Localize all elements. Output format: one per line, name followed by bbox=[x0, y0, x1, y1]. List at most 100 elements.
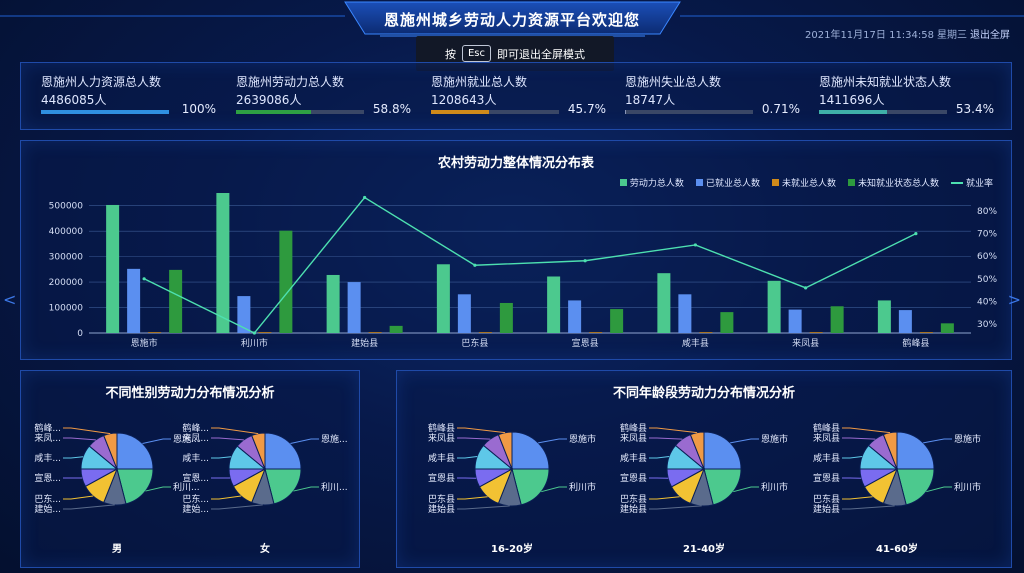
bar[interactable] bbox=[169, 269, 183, 333]
line-point[interactable] bbox=[804, 286, 808, 290]
bar[interactable] bbox=[568, 300, 582, 333]
employment-rate-line bbox=[143, 196, 917, 334]
y-tick-label: 300000 bbox=[49, 253, 84, 263]
line-point[interactable] bbox=[914, 232, 918, 236]
bar[interactable] bbox=[940, 323, 954, 333]
pie-slice-label: 宣恩... bbox=[182, 472, 209, 484]
gender-chart-panel: 不同性别劳动力分布情况分析 恩施... 利川... 建始... 巴东... 宣恩... 咸… bbox=[20, 370, 360, 568]
next-page-arrow-icon[interactable]: > bbox=[1007, 290, 1021, 309]
pie-label-line bbox=[649, 437, 683, 440]
pie-slice[interactable] bbox=[511, 431, 550, 470]
legend-item[interactable]: 未就业总人数 bbox=[771, 176, 836, 189]
legend-swatch bbox=[619, 179, 627, 186]
bar[interactable] bbox=[279, 230, 293, 333]
pie-slice[interactable] bbox=[264, 432, 302, 470]
line-point[interactable] bbox=[583, 259, 587, 263]
pie-slice-label: 巴东... bbox=[34, 493, 61, 505]
bar[interactable] bbox=[919, 332, 933, 333]
esc-key-badge: Esc bbox=[461, 45, 492, 62]
stat-progress-fill bbox=[41, 110, 169, 114]
legend-item[interactable]: 未知就业状态总人数 bbox=[847, 176, 939, 189]
pie-slice[interactable] bbox=[896, 431, 935, 470]
bar[interactable] bbox=[347, 282, 361, 333]
pie-slice[interactable] bbox=[251, 432, 266, 470]
stat-progress-fill bbox=[625, 110, 626, 114]
line-point[interactable] bbox=[473, 263, 477, 267]
line-point[interactable] bbox=[693, 243, 697, 247]
pie-label-line bbox=[923, 438, 952, 444]
bar[interactable] bbox=[148, 332, 162, 333]
pie-slice-label: 建始县 bbox=[813, 503, 840, 515]
pie-slice-label: 咸丰县 bbox=[428, 452, 455, 464]
stat-count: 2639086人 bbox=[236, 93, 302, 107]
stat-percent: 45.7% bbox=[567, 102, 606, 116]
datetime-text: 2021年11月17日 11:34:58 bbox=[805, 30, 934, 41]
bar[interactable] bbox=[216, 193, 230, 333]
legend-item[interactable]: 就业率 bbox=[950, 176, 993, 189]
pie-label-line bbox=[842, 427, 891, 434]
stat-progress-fill bbox=[819, 110, 888, 114]
x-tick-label: 来凤县 bbox=[792, 338, 819, 349]
line-point[interactable] bbox=[252, 331, 256, 335]
bar[interactable] bbox=[547, 276, 561, 333]
pie-slice-label: 利川... bbox=[173, 481, 200, 493]
bar[interactable] bbox=[106, 204, 120, 333]
pie-caption: 21-40岁 bbox=[683, 542, 725, 555]
pie-label-line bbox=[538, 438, 567, 444]
pie-slice-label: 利川市 bbox=[954, 481, 981, 493]
pie-slice-label: 建始县 bbox=[428, 503, 455, 515]
bar[interactable] bbox=[258, 332, 272, 333]
legend-item[interactable]: 劳动力总人数 bbox=[619, 176, 684, 189]
bar[interactable] bbox=[809, 332, 823, 333]
main-chart-title: 农村劳动力整体情况分布表 bbox=[437, 156, 594, 171]
bar[interactable] bbox=[389, 325, 403, 333]
pie-slice-label: 鹤峰县 bbox=[620, 422, 647, 434]
pie-label-line bbox=[211, 495, 242, 500]
pie-slice[interactable] bbox=[703, 431, 742, 470]
stat-progress-bar bbox=[625, 110, 753, 114]
bar[interactable] bbox=[368, 332, 382, 333]
pie-slice-label: 来凤县 bbox=[813, 433, 840, 444]
bar[interactable] bbox=[699, 332, 713, 333]
pie-slice-label: 鹤峰县 bbox=[813, 422, 840, 434]
bar[interactable] bbox=[788, 309, 802, 333]
bar[interactable] bbox=[499, 302, 513, 333]
line-point[interactable] bbox=[142, 277, 146, 281]
stat-count: 1208643人 bbox=[431, 93, 497, 107]
pie-slice-label: 恩施... bbox=[321, 433, 348, 445]
pie-label-line bbox=[842, 455, 863, 459]
bar[interactable] bbox=[767, 280, 781, 333]
bar[interactable] bbox=[678, 294, 692, 333]
pie-label-line bbox=[63, 456, 84, 459]
stat-labor-force: 恩施州劳动力总人数 2639086人 58.8% bbox=[236, 73, 411, 116]
bar[interactable] bbox=[589, 332, 603, 333]
bar[interactable] bbox=[436, 264, 450, 333]
line-point[interactable] bbox=[363, 195, 367, 200]
bar[interactable] bbox=[127, 268, 141, 333]
pie-slice-label: 利川市 bbox=[569, 481, 596, 493]
legend-item[interactable]: 已就业总人数 bbox=[695, 176, 760, 189]
age-pies-svg: 恩施市利川市建始县巴东县宣恩县咸丰县来凤县鹤峰县16-20岁恩施市利川市建始县巴… bbox=[428, 422, 981, 555]
y-tick-label: 200000 bbox=[49, 278, 84, 288]
bar[interactable] bbox=[610, 309, 624, 333]
bar[interactable] bbox=[478, 332, 492, 333]
bar[interactable] bbox=[720, 312, 734, 333]
bar[interactable] bbox=[877, 300, 891, 333]
bar[interactable] bbox=[830, 306, 844, 333]
pie-label-line bbox=[145, 486, 171, 492]
bar[interactable] bbox=[898, 310, 912, 333]
main-chart-panel: 农村劳动力整体情况分布表 劳动力总人数 已就业总人数 未就业总人数 未知就业状态… bbox=[20, 140, 1012, 360]
bar[interactable] bbox=[657, 273, 671, 333]
exit-fullscreen-link[interactable]: 退出全屏 bbox=[970, 30, 1010, 41]
bar[interactable] bbox=[326, 274, 340, 333]
pie-slice-label: 宣恩县 bbox=[428, 472, 455, 484]
prev-page-arrow-icon[interactable]: < bbox=[3, 290, 17, 309]
bar[interactable] bbox=[457, 294, 471, 333]
pie-slice-label: 来凤... bbox=[182, 433, 209, 444]
pie-slice[interactable] bbox=[116, 432, 154, 470]
bar[interactable] bbox=[237, 296, 251, 333]
pie-slice-label: 鹤峰县 bbox=[428, 422, 455, 434]
x-tick-label: 恩施市 bbox=[131, 337, 158, 349]
toast-suffix: 即可退出全屏模式 bbox=[497, 47, 586, 61]
pie-slice-label: 巴东县 bbox=[620, 493, 647, 505]
